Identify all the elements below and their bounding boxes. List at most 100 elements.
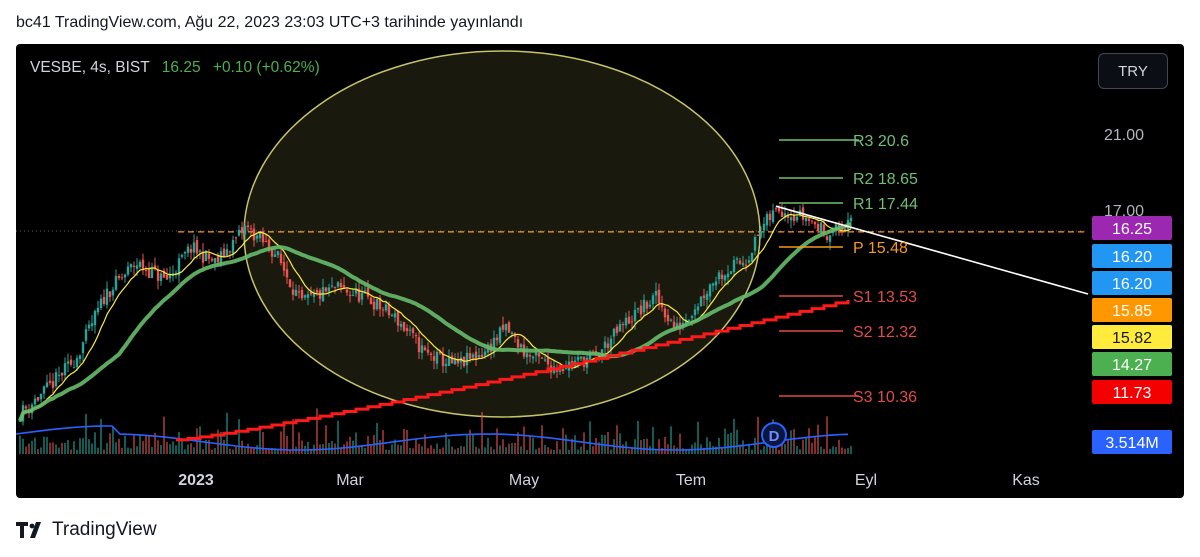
candle-body [132,265,136,267]
volume-bar [430,445,432,454]
candle-body [588,353,592,360]
volume-bar [382,430,384,454]
candle-body [162,270,166,278]
volume-bar [808,428,810,454]
volume-bar [436,443,438,454]
candle-body [624,317,628,326]
candle-body [507,322,511,333]
volume-bar [139,435,141,454]
volume-bar [742,440,744,454]
volume-bar [685,449,687,454]
candle-body [108,291,112,298]
volume-bar [475,446,477,454]
candle-body [789,217,793,221]
candle-body [102,296,106,304]
volume-bar [214,447,216,454]
candle-body [492,337,496,353]
price-badge-bg [1092,271,1172,295]
volume-bar [79,438,81,454]
volume-bar [307,441,309,454]
volume-bar [43,436,45,454]
candle-body [528,355,532,357]
candle-body [168,273,172,279]
volume-bar [220,431,222,454]
volume-bar [292,419,294,454]
candle-body [66,361,70,364]
candle-body [276,251,280,256]
volume-bar [127,447,129,454]
candle-body [51,381,55,389]
candle-body [480,354,484,358]
volume-bar [262,432,264,454]
volume-bar [538,447,540,454]
candle-body [105,288,109,305]
volume-bar [133,435,135,454]
volume-bar [487,437,489,454]
candle-body [780,211,784,218]
chart-frame[interactable]: R3 20.6 R2 18.65 R1 17.44 P 15.48 S1 13.53 S2… [16,44,1184,498]
x-axis-label: Mar [336,472,364,489]
volume-bar [433,448,435,454]
volume-bar [787,439,789,454]
volume-bar [124,435,126,454]
volume-bar [109,433,111,454]
x-axis-label: Eyl [855,472,877,489]
candle-body [297,291,301,293]
candle-body [345,289,349,293]
candle-body [420,345,424,353]
candle-body [147,268,151,278]
volume-bar [799,449,801,454]
volume-bar [115,442,117,454]
candle-body [768,213,772,221]
candle-body [762,223,766,231]
candle-body [525,353,529,358]
candle-body [687,319,691,322]
candle-body [81,342,85,354]
candle-body [96,307,100,313]
candle-body [90,323,94,327]
volume-bar [424,434,426,454]
price-badge-bg [1092,244,1172,268]
candle-body [111,289,115,296]
volume-bar [76,449,78,454]
volume-bar [175,445,177,454]
price-badge-label: 11.73 [1113,385,1152,402]
candle-body [690,316,694,318]
volume-bar [544,445,546,454]
candle-body [372,301,376,310]
volume-bar [151,447,153,454]
volume-bar [709,441,711,454]
candle-body [576,356,580,361]
candle-body [807,218,811,221]
price-chart[interactable]: R3 20.6 R2 18.65 R1 17.44 P 15.48 S1 13.53 S2… [16,44,1184,498]
volume-bar [163,416,165,454]
volume-bar [463,446,465,454]
candle-body [519,344,523,348]
volume-bar [391,444,393,454]
candle-body [666,315,670,322]
candle-body [729,271,733,274]
volume-bar [628,449,630,454]
candle-body [63,363,67,376]
currency-button[interactable]: TRY [1098,53,1168,89]
volume-bar [784,444,786,454]
volume-bar [385,449,387,454]
volume-bar [640,440,642,454]
volume-bar [565,434,567,454]
volume-bar [793,429,795,454]
candle-body [618,323,622,332]
candle-body [669,319,673,321]
candle-body [405,328,409,332]
candle-body [630,321,634,323]
volume-bar [829,448,831,454]
candle-body [378,297,382,310]
volume-bar [652,427,654,454]
candle-body [237,229,241,236]
dividend-marker-circle [761,422,787,448]
volume-bar [505,447,507,454]
candle-body [246,225,250,228]
volume-bar [571,438,573,454]
candle-body [450,355,454,364]
volume-bar [256,445,258,454]
volume-bar [184,449,186,454]
